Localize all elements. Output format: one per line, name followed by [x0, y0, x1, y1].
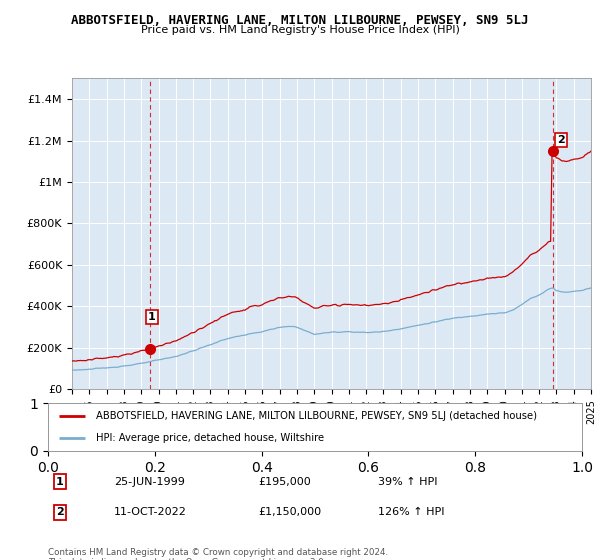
- Text: 2: 2: [557, 134, 565, 144]
- Text: Price paid vs. HM Land Registry's House Price Index (HPI): Price paid vs. HM Land Registry's House …: [140, 25, 460, 35]
- Text: Contains HM Land Registry data © Crown copyright and database right 2024.
This d: Contains HM Land Registry data © Crown c…: [48, 548, 388, 560]
- Text: 1: 1: [56, 477, 64, 487]
- Text: HPI: Average price, detached house, Wiltshire: HPI: Average price, detached house, Wilt…: [96, 433, 324, 443]
- Text: £1,150,000: £1,150,000: [258, 507, 321, 517]
- Text: 25-JUN-1999: 25-JUN-1999: [114, 477, 185, 487]
- Text: £195,000: £195,000: [258, 477, 311, 487]
- Text: 39% ↑ HPI: 39% ↑ HPI: [378, 477, 437, 487]
- Text: 1: 1: [148, 312, 155, 322]
- Text: 11-OCT-2022: 11-OCT-2022: [114, 507, 187, 517]
- Text: ABBOTSFIELD, HAVERING LANE, MILTON LILBOURNE, PEWSEY, SN9 5LJ: ABBOTSFIELD, HAVERING LANE, MILTON LILBO…: [71, 14, 529, 27]
- Text: ABBOTSFIELD, HAVERING LANE, MILTON LILBOURNE, PEWSEY, SN9 5LJ (detached house): ABBOTSFIELD, HAVERING LANE, MILTON LILBO…: [96, 411, 537, 421]
- Text: 2: 2: [56, 507, 64, 517]
- Text: 126% ↑ HPI: 126% ↑ HPI: [378, 507, 445, 517]
